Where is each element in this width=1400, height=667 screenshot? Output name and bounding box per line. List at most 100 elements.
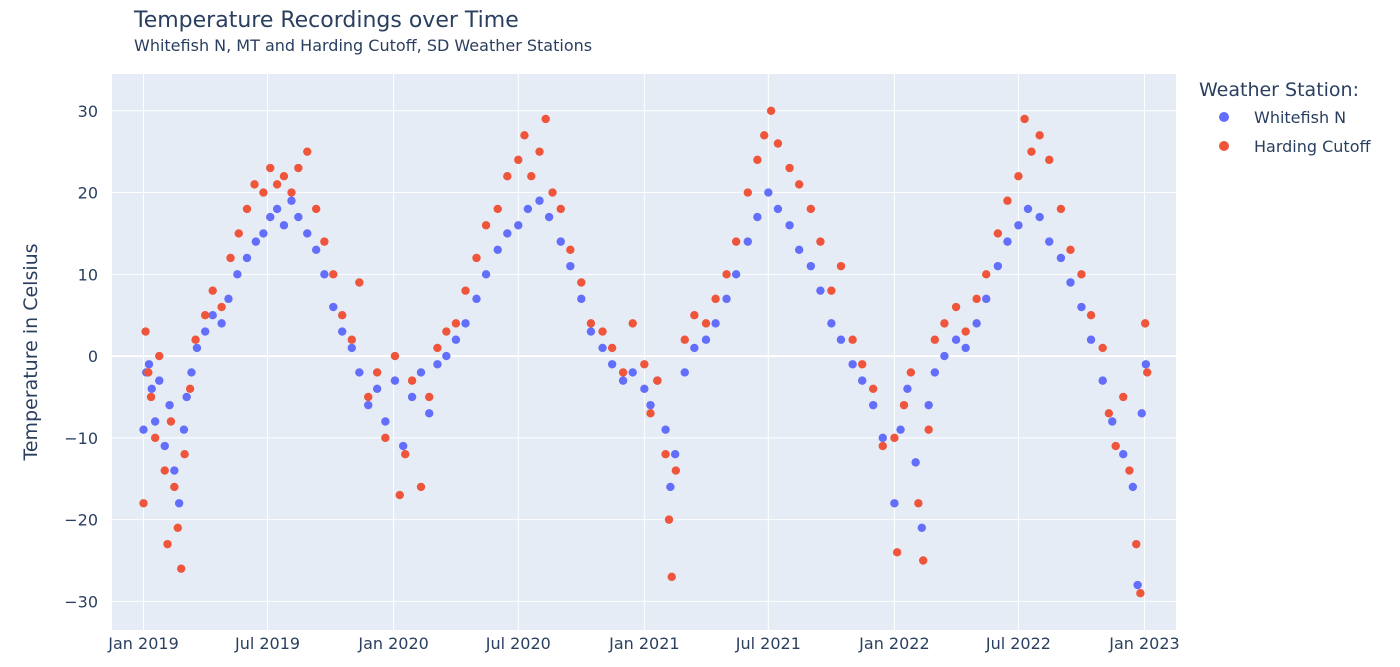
y-tick-label: 10 <box>78 265 98 284</box>
data-point-harding-cutoff <box>827 286 836 295</box>
data-point-whitefish-n <box>1014 221 1023 230</box>
data-point-whitefish-n <box>785 221 794 230</box>
x-tick-label: Jul 2019 <box>234 634 300 653</box>
data-point-whitefish-n <box>940 351 949 361</box>
data-point-whitefish-n <box>251 237 261 246</box>
data-point-harding-cutoff <box>535 147 544 156</box>
data-point-whitefish-n <box>848 360 857 369</box>
data-point-whitefish-n <box>182 392 191 402</box>
data-point-harding-cutoff <box>493 204 502 214</box>
data-point-harding-cutoff <box>425 392 434 402</box>
data-point-harding-cutoff <box>680 335 689 344</box>
data-point-whitefish-n <box>1035 212 1044 222</box>
data-point-whitefish-n <box>329 302 338 312</box>
y-tick-label: 0 <box>88 347 98 366</box>
data-point-harding-cutoff <box>395 490 404 500</box>
data-point-whitefish-n <box>433 360 442 369</box>
data-point-whitefish-n <box>586 327 596 336</box>
legend-marker-whitefish-n <box>1219 112 1229 122</box>
data-point-harding-cutoff <box>577 278 586 287</box>
data-point-harding-cutoff <box>690 311 699 320</box>
data-point-harding-cutoff <box>338 311 347 320</box>
data-point-harding-cutoff <box>671 466 681 475</box>
data-point-whitefish-n <box>753 212 762 222</box>
data-point-harding-cutoff <box>618 368 628 377</box>
data-point-harding-cutoff <box>1066 245 1075 254</box>
data-point-whitefish-n <box>187 368 196 377</box>
data-point-harding-cutoff <box>472 253 481 263</box>
data-point-harding-cutoff <box>520 131 529 140</box>
data-point-whitefish-n <box>836 335 846 344</box>
data-point-whitefish-n <box>731 270 741 279</box>
data-point-whitefish-n <box>461 319 470 328</box>
data-point-harding-cutoff <box>890 433 899 443</box>
data-point-harding-cutoff <box>416 482 426 492</box>
legend-item-whitefish-n[interactable]: Whitefish N <box>1219 108 1346 127</box>
data-point-harding-cutoff <box>722 270 731 279</box>
data-point-harding-cutoff <box>259 188 268 197</box>
data-point-whitefish-n <box>566 261 575 271</box>
data-point-whitefish-n <box>1023 204 1033 214</box>
data-point-whitefish-n <box>523 204 533 214</box>
y-tick-label: 30 <box>78 102 98 121</box>
data-point-whitefish-n <box>398 441 408 451</box>
data-point-whitefish-n <box>179 425 189 434</box>
data-point-whitefish-n <box>858 376 867 385</box>
data-point-whitefish-n <box>743 237 752 246</box>
data-point-whitefish-n <box>1045 237 1054 246</box>
data-point-harding-cutoff <box>918 556 928 565</box>
data-point-whitefish-n <box>598 343 607 353</box>
legend-item-harding-cutoff[interactable]: Harding Cutoff <box>1219 137 1371 156</box>
data-point-whitefish-n <box>165 400 174 410</box>
data-point-whitefish-n <box>1066 278 1075 287</box>
data-point-whitefish-n <box>1077 302 1086 312</box>
data-point-whitefish-n <box>556 237 565 246</box>
data-point-harding-cutoff <box>711 294 720 304</box>
legend-label-whitefish-n: Whitefish N <box>1254 108 1346 127</box>
data-point-harding-cutoff <box>451 319 461 328</box>
y-tick-label: 20 <box>78 184 98 203</box>
data-point-whitefish-n <box>961 343 970 353</box>
data-point-whitefish-n <box>993 261 1003 271</box>
data-point-harding-cutoff <box>816 237 825 246</box>
chart-subtitle: Whitefish N, MT and Harding Cutoff, SD W… <box>134 36 592 55</box>
data-point-whitefish-n <box>628 368 637 377</box>
data-point-harding-cutoff <box>940 319 949 328</box>
data-point-harding-cutoff <box>664 515 674 524</box>
data-point-harding-cutoff <box>914 499 923 508</box>
data-point-harding-cutoff <box>1056 204 1066 214</box>
data-point-harding-cutoff <box>556 204 565 214</box>
data-point-harding-cutoff <box>598 327 607 336</box>
data-point-harding-cutoff <box>1086 311 1096 320</box>
data-point-whitefish-n <box>1128 482 1138 492</box>
data-point-whitefish-n <box>666 482 675 492</box>
x-tick-label: Jul 2020 <box>485 634 551 653</box>
data-point-harding-cutoff <box>646 409 655 418</box>
data-points <box>139 106 1152 598</box>
data-point-harding-cutoff <box>150 433 160 443</box>
data-point-harding-cutoff <box>355 278 364 287</box>
data-point-whitefish-n <box>192 343 202 353</box>
data-point-harding-cutoff <box>1003 196 1012 205</box>
data-point-harding-cutoff <box>364 392 373 402</box>
data-point-harding-cutoff <box>1045 155 1054 165</box>
data-point-whitefish-n <box>233 270 242 279</box>
x-tick-label: Jan 2019 <box>107 634 178 653</box>
data-point-whitefish-n <box>287 196 296 205</box>
data-point-whitefish-n <box>711 319 720 328</box>
data-point-whitefish-n <box>816 286 825 295</box>
data-point-whitefish-n <box>294 212 303 222</box>
data-point-whitefish-n <box>217 319 226 328</box>
data-point-whitefish-n <box>878 433 887 443</box>
data-point-harding-cutoff <box>180 450 189 459</box>
data-point-harding-cutoff <box>586 319 596 328</box>
data-point-harding-cutoff <box>173 523 182 532</box>
data-point-whitefish-n <box>311 245 321 254</box>
data-point-harding-cutoff <box>661 450 670 459</box>
data-point-harding-cutoff <box>407 376 417 385</box>
data-point-harding-cutoff <box>892 548 902 557</box>
data-point-whitefish-n <box>200 327 210 336</box>
data-point-harding-cutoff <box>185 384 195 393</box>
data-point-harding-cutoff <box>773 139 783 148</box>
data-point-whitefish-n <box>806 261 816 271</box>
